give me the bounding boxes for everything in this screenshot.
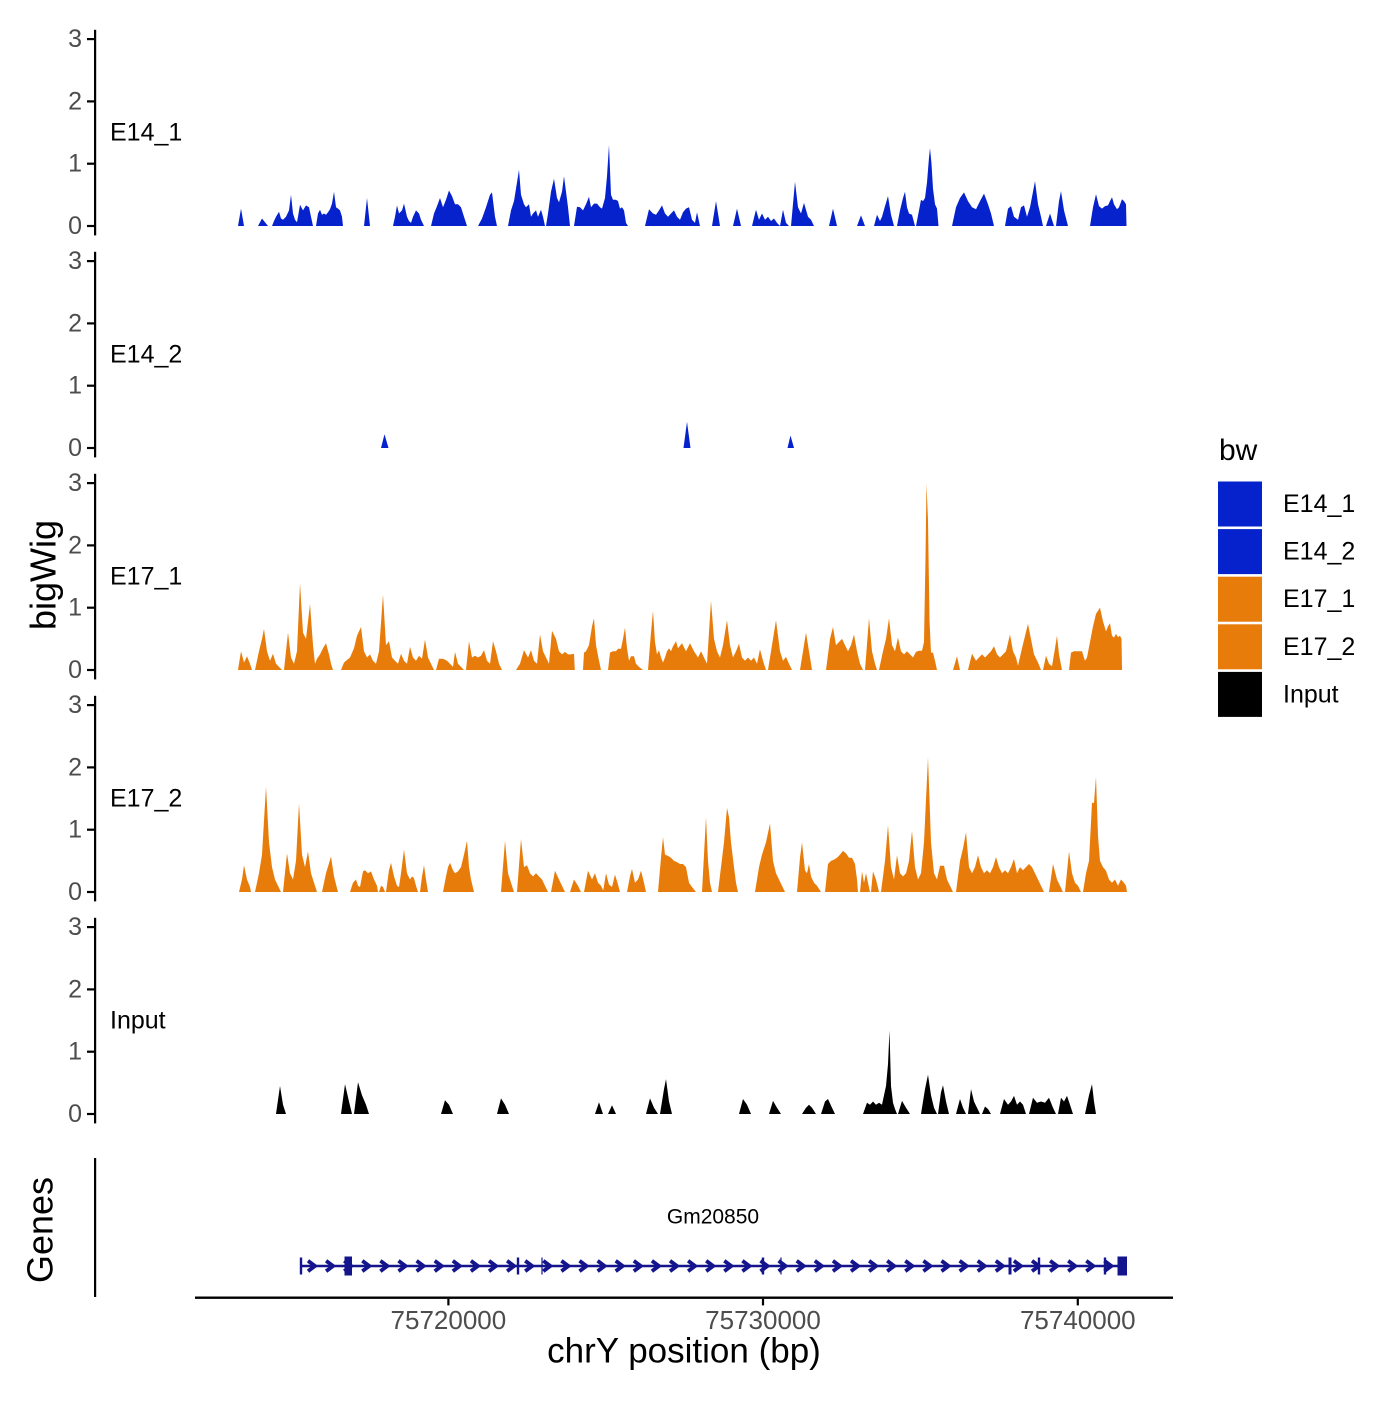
svg-text:1: 1 [68, 150, 82, 178]
svg-text:E14_1: E14_1 [1283, 490, 1355, 518]
svg-text:1: 1 [68, 594, 82, 622]
svg-text:75740000: 75740000 [1020, 1305, 1136, 1335]
svg-text:0: 0 [68, 434, 82, 462]
svg-text:E14_2: E14_2 [110, 341, 182, 369]
svg-text:75720000: 75720000 [391, 1305, 507, 1335]
svg-text:0: 0 [68, 656, 82, 684]
svg-text:Gm20850: Gm20850 [667, 1206, 759, 1229]
svg-text:3: 3 [68, 913, 82, 941]
svg-text:chrY position (bp): chrY position (bp) [547, 1332, 821, 1371]
svg-text:E17_2: E17_2 [1283, 633, 1355, 661]
svg-text:1: 1 [68, 816, 82, 844]
svg-text:bigWig: bigWig [23, 520, 64, 630]
svg-text:Input: Input [110, 1007, 166, 1035]
svg-text:1: 1 [68, 372, 82, 400]
svg-text:2: 2 [68, 753, 82, 781]
svg-text:75730000: 75730000 [705, 1305, 821, 1335]
svg-text:E14_1: E14_1 [110, 119, 182, 147]
svg-text:3: 3 [68, 691, 82, 719]
svg-text:E17_1: E17_1 [110, 563, 182, 591]
svg-text:3: 3 [68, 247, 82, 275]
svg-text:E17_1: E17_1 [1283, 585, 1355, 613]
svg-text:3: 3 [68, 469, 82, 497]
svg-text:2: 2 [68, 309, 82, 337]
svg-text:bw: bw [1219, 434, 1258, 467]
svg-text:1: 1 [68, 1038, 82, 1066]
svg-text:0: 0 [68, 1100, 82, 1128]
svg-text:0: 0 [68, 212, 82, 240]
svg-text:E17_2: E17_2 [110, 785, 182, 813]
svg-text:Input: Input [1283, 680, 1339, 708]
svg-text:E14_2: E14_2 [1283, 538, 1355, 566]
svg-text:2: 2 [68, 975, 82, 1003]
svg-text:3: 3 [68, 25, 82, 53]
svg-text:2: 2 [68, 531, 82, 559]
svg-text:0: 0 [68, 878, 82, 906]
svg-text:Genes: Genes [20, 1177, 61, 1283]
svg-text:2: 2 [68, 87, 82, 115]
